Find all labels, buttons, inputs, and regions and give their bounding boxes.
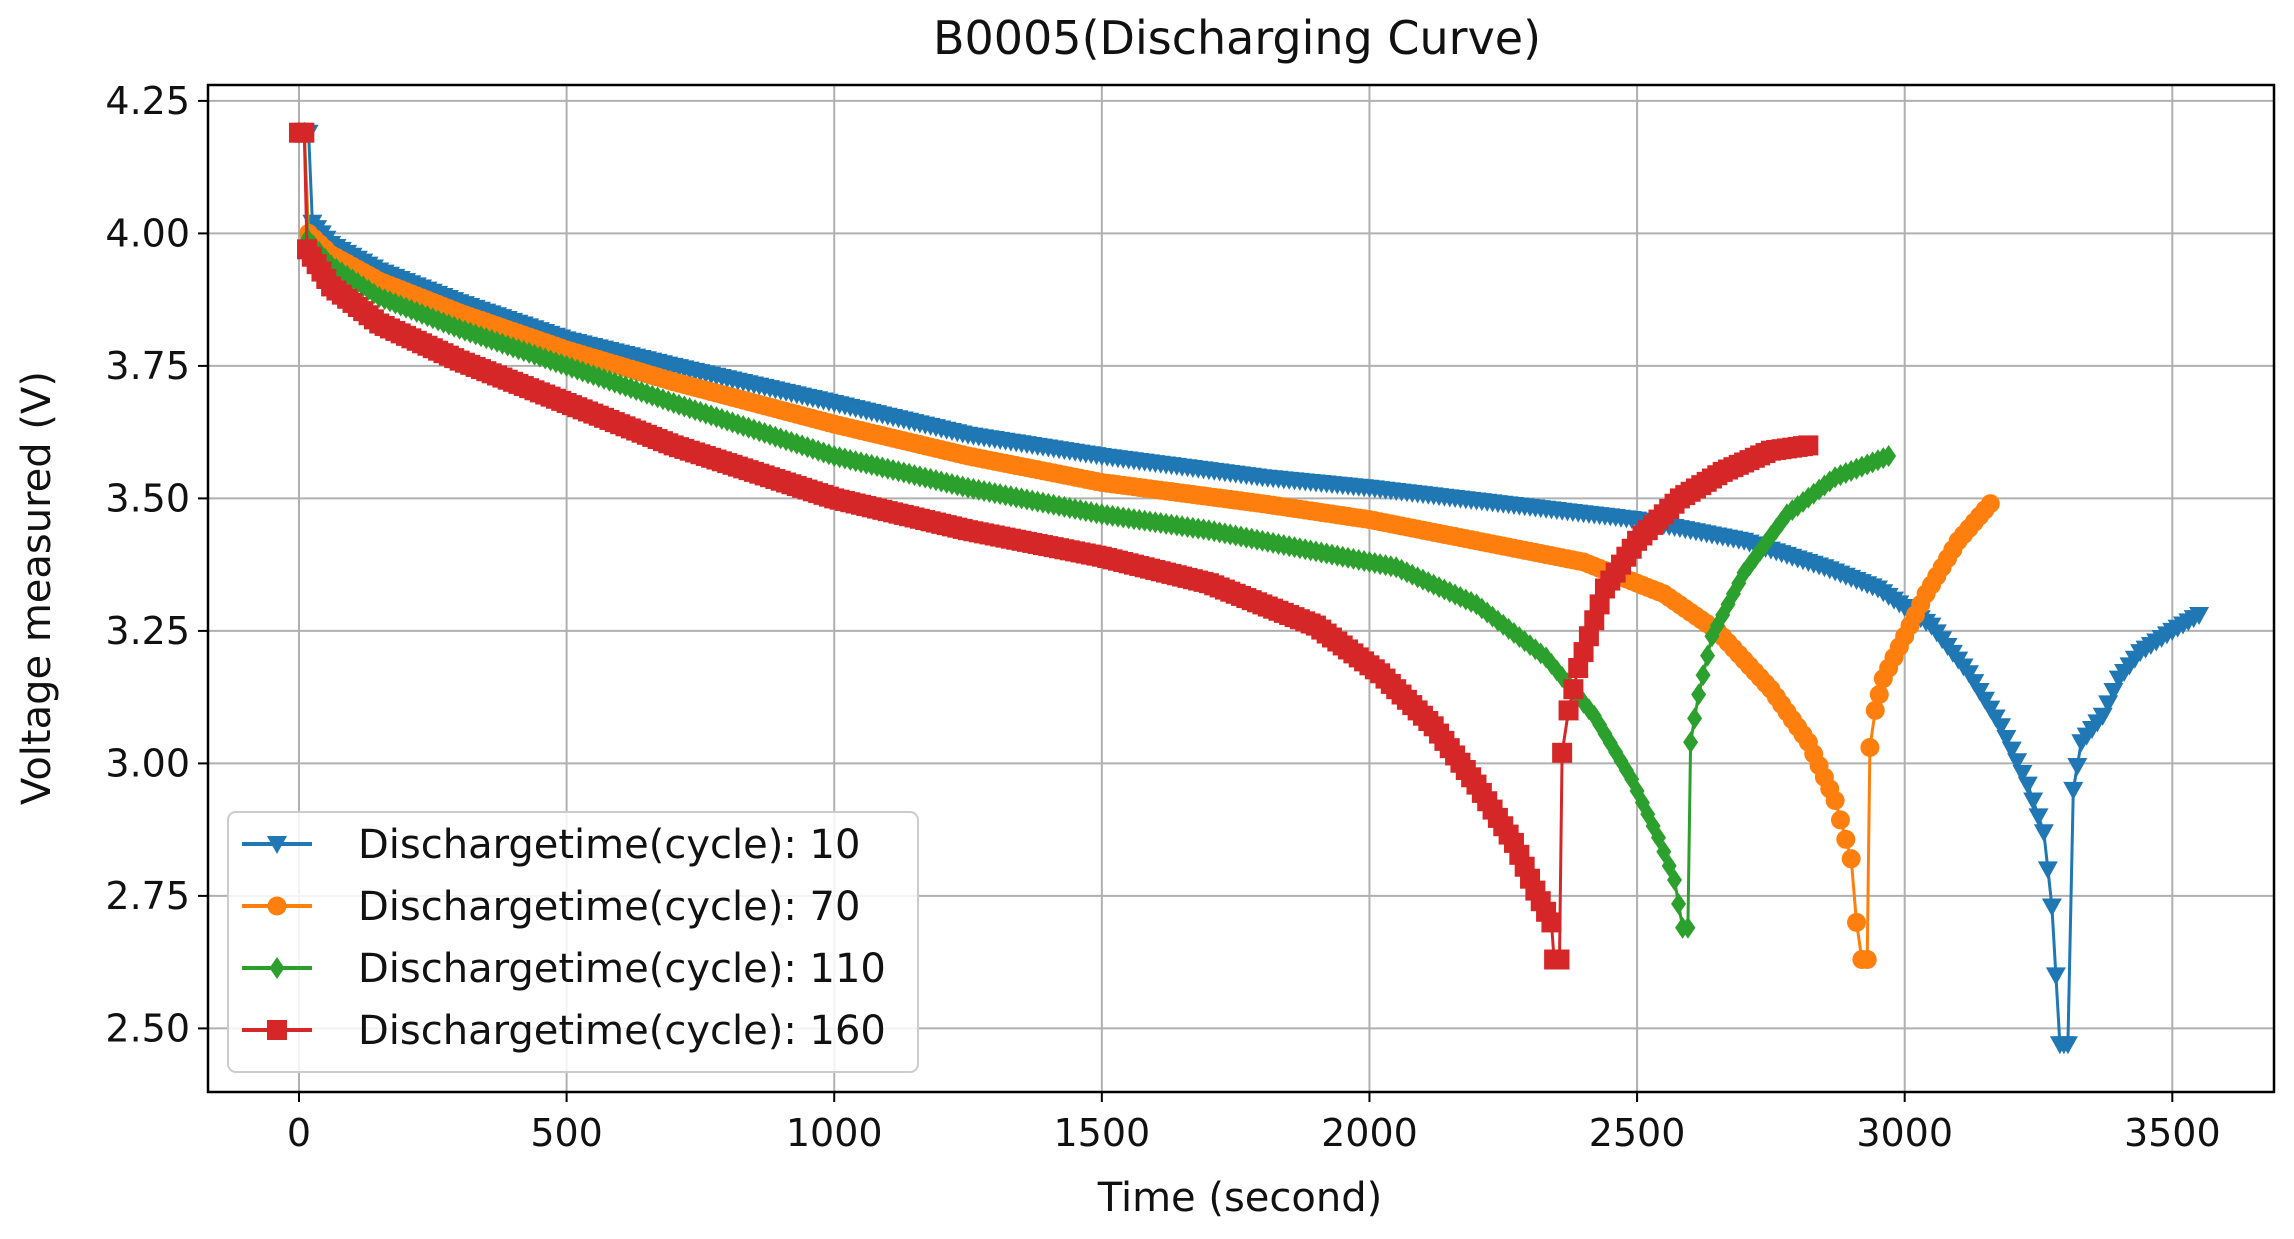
series-3 (288, 122, 1819, 970)
data-point (2033, 824, 2054, 843)
data-point (1549, 949, 1570, 970)
x-tick-label: 2500 (1589, 1111, 1686, 1155)
data-point (1667, 869, 1683, 891)
y-tick-label: 3.25 (105, 609, 190, 653)
data-point (1683, 731, 1699, 754)
legend-marker (269, 957, 285, 979)
axis-ticks: 0 500 1000 1500 2000 2500 3000 3500 2.50 2.75 3.00… (105, 79, 2220, 1155)
legend: Dischargetime(cycle): 10 Dischargetime(cy… (227, 811, 919, 1073)
data-point (1541, 912, 1562, 933)
legend-label: Dischargetime(cycle): 70 (358, 884, 860, 930)
y-tick-label: 2.50 (105, 1006, 190, 1050)
data-point (1573, 642, 1594, 663)
data-point (1825, 791, 1845, 810)
data-point (1691, 683, 1707, 706)
data-point (2063, 781, 2084, 800)
x-tick-label: 1000 (786, 1111, 883, 1155)
data-point (1830, 810, 1850, 830)
data-point (1860, 738, 1880, 757)
series-1 (289, 123, 2000, 969)
legend-marker (267, 836, 287, 854)
data-point (1836, 829, 1856, 849)
x-tick-label: 500 (530, 1111, 603, 1155)
data-point (2007, 753, 2028, 772)
data-point (2045, 967, 2066, 986)
data-point (1578, 626, 1599, 647)
data-point (1865, 700, 1885, 720)
data-point (2017, 776, 2038, 795)
data-point (1552, 742, 1573, 763)
data-point (2023, 792, 2044, 811)
data-point (1695, 664, 1711, 687)
data-point (1563, 679, 1584, 700)
legend-label: Dischargetime(cycle): 110 (358, 946, 886, 992)
legend-label: Dischargetime(cycle): 10 (358, 822, 860, 868)
data-point (1869, 685, 1889, 704)
legend-marker (267, 1020, 287, 1040)
y-tick-label: 2.75 (105, 874, 190, 918)
legend-marker (267, 896, 287, 916)
data-point (1996, 729, 2017, 748)
x-tick-label: 0 (287, 1111, 311, 1155)
data-point (1847, 912, 1867, 932)
y-tick-label: 4.00 (105, 211, 190, 255)
data-point (2001, 741, 2022, 760)
data-point (2067, 758, 2088, 777)
data-point (2057, 1036, 2078, 1055)
legend-box (227, 811, 919, 1073)
data-point (1980, 494, 2000, 514)
legend-label: Dischargetime(cycle): 160 (358, 1008, 886, 1054)
legend-entry: Dischargetime(cycle): 110 (242, 946, 886, 992)
data-point (1687, 707, 1703, 730)
data-point (2041, 898, 2062, 917)
x-axis-label: Time (second) (1097, 1175, 1382, 1221)
data-point (1680, 916, 1696, 939)
data-point (1568, 658, 1589, 678)
x-tick-label: 2000 (1321, 1111, 1418, 1155)
y-tick-label: 3.50 (105, 476, 190, 520)
data-point (2189, 607, 2210, 625)
x-tick-label: 3000 (1856, 1111, 1953, 1155)
legend-entry: Dischargetime(cycle): 160 (242, 1008, 886, 1054)
data-point (2012, 764, 2033, 783)
x-tick-label: 1500 (1053, 1111, 1150, 1155)
data-point (1991, 718, 2012, 737)
data-point (1798, 435, 1819, 456)
y-axis-label: Voltage measured (V) (14, 371, 60, 805)
legend-entry: Dischargetime(cycle): 10 (242, 822, 860, 868)
data-point (294, 122, 315, 143)
y-tick-label: 3.75 (105, 344, 190, 388)
legend-entry: Dischargetime(cycle): 70 (242, 884, 860, 930)
data-point (1584, 610, 1605, 631)
data-point (1881, 445, 1897, 467)
data-point (2037, 861, 2058, 880)
x-tick-label: 3500 (2124, 1111, 2221, 1155)
data-point (1558, 700, 1579, 721)
series-layer (288, 121, 2210, 1055)
data-point (2028, 808, 2049, 827)
data-point (1841, 849, 1861, 869)
y-tick-label: 3.00 (105, 741, 190, 785)
y-tick-label: 4.25 (105, 79, 190, 123)
plot-frame (206, 83, 2276, 1094)
chart-title: B0005(Discharging Curve) (933, 11, 1541, 65)
data-point (1857, 950, 1877, 969)
data-point (1671, 892, 1687, 915)
series-2 (291, 121, 1897, 939)
data-point (1700, 644, 1716, 667)
data-point (1589, 594, 1610, 615)
